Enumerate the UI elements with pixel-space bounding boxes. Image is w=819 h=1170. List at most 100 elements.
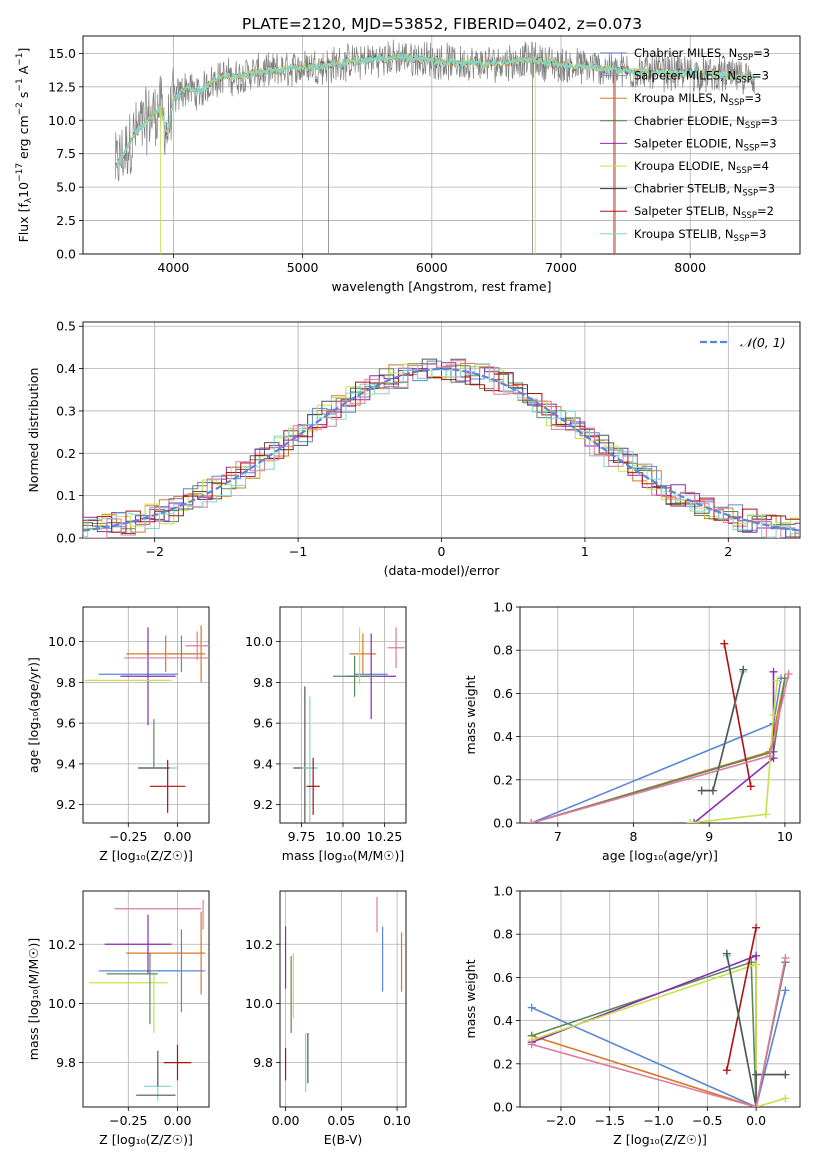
y-tick-label: 10.0 <box>48 113 76 128</box>
y-tick-label: 0.3 <box>56 403 76 418</box>
x-axis-label: Z [log₁₀(Z/Z☉)] <box>99 1132 193 1147</box>
histogram-step-pink <box>83 360 800 538</box>
legend: Chabrier MILES, NSSP=3 Salpeter MILES, NS… <box>600 46 778 244</box>
y-tick-label: 9.2 <box>56 797 76 812</box>
x-tick-label: 7000 <box>545 260 577 275</box>
grid <box>280 607 406 823</box>
y-tick-label: 0.2 <box>56 446 76 461</box>
axes-frame <box>519 606 801 824</box>
x-tick-label: 0.00 <box>272 1113 300 1128</box>
weight-marker <box>527 819 536 823</box>
legend-entry: Chabrier STELIB, NSSP=3 <box>634 182 775 199</box>
weight-marker <box>720 639 729 648</box>
x-tick-label: 2 <box>724 544 732 559</box>
model-spectrum-line-cyan <box>115 53 755 169</box>
y-tick-label: 0.4 <box>493 1013 513 1028</box>
figure-title: PLATE=2120, MJD=53852, FIBERID=0402, z=0… <box>242 15 642 33</box>
axes-frame <box>519 890 801 1108</box>
grid <box>83 891 209 1107</box>
panel-age_vs_Z: −0.25 0.00 9.2 9.4 9.6 9.8 10.0 Z [log₁₀(Z/Z☉)]… <box>26 606 210 863</box>
x-axis-label: (data-model)/error <box>384 563 501 578</box>
y-tick-label: 0.2 <box>493 1056 513 1071</box>
legend-entry: Chabrier ELODIE, NSSP=3 <box>634 114 778 131</box>
axes-frame <box>279 890 407 1108</box>
weight-marker <box>784 669 793 678</box>
x-tick-label: 10.25 <box>367 829 403 844</box>
histogram-step-orange <box>83 362 800 538</box>
error-bar-point <box>157 929 206 1013</box>
x-tick-label: −1.5 <box>595 1113 625 1128</box>
histogram-step-green <box>83 363 800 538</box>
y-tick-label: 1.0 <box>493 600 513 615</box>
x-tick-label: 8 <box>630 829 638 844</box>
weight-line-lime <box>531 963 786 1107</box>
x-tick-label: −0.5 <box>692 1113 722 1128</box>
weight-marker <box>690 819 699 823</box>
panel-mass_vs_Z: −0.25 0.00 9.8 10.0 10.2 Z [log₁₀(Z/Z☉)] mass … <box>26 890 210 1147</box>
weight-marker <box>697 786 706 795</box>
x-tick-label: 0.00 <box>164 1113 192 1128</box>
weight-marker <box>527 1003 536 1012</box>
panel-weight_vs_age: 7 8 9 10 0.0 0.2 0.4 0.6 0.8 1.0 age [log₁₀(age/yr… <box>463 600 801 863</box>
weight-marker <box>752 923 761 932</box>
x-axis-label: mass [log₁₀(M/M☉)] <box>282 848 404 863</box>
weight-marker <box>708 786 717 795</box>
x-tick-label: −0.25 <box>109 1113 147 1128</box>
y-tick-label: 0.4 <box>56 361 76 376</box>
x-tick-label: −1 <box>289 544 307 559</box>
weight-marker <box>752 960 761 969</box>
axes-frame <box>82 321 801 539</box>
axes-frame <box>82 35 801 255</box>
x-tick-label: 0.05 <box>327 1113 355 1128</box>
weight-marker <box>781 1070 790 1079</box>
y-tick-label: 9.6 <box>56 716 76 731</box>
x-tick-label: −1.0 <box>643 1113 673 1128</box>
error-bar-point <box>349 633 377 675</box>
histogram-step-cyan <box>83 363 800 538</box>
panel-spectrum: 4000 5000 6000 7000 8000 0.0 2.5 5.0 7.5 10.0 12.5… <box>15 35 801 294</box>
y-tick-label: 5.0 <box>56 180 76 195</box>
error-bar-point <box>149 759 186 813</box>
grid <box>280 891 406 1107</box>
weight-marker <box>746 782 755 791</box>
x-tick-label: 10.00 <box>325 829 361 844</box>
y-tick-label: 10.0 <box>48 996 76 1011</box>
x-axis-label: Z [log₁₀(Z/Z☉)] <box>613 1132 707 1147</box>
y-tick-label: 0.0 <box>56 247 76 262</box>
weight-line-grey <box>701 669 744 792</box>
y-tick-label: 0.5 <box>56 319 76 334</box>
plot-area <box>293 627 405 823</box>
legend-entry: Chabrier MILES, NSSP=3 <box>634 46 770 63</box>
y-tick-label: 0.0 <box>493 816 513 831</box>
y-tick-label: 0.4 <box>493 729 513 744</box>
x-tick-label: 0.0 <box>746 1113 766 1128</box>
weight-line-green <box>531 678 786 823</box>
weight-marker <box>781 953 790 962</box>
x-axis-label: wavelength [Angstrom, rest frame] <box>331 279 551 294</box>
x-tick-label: 9.75 <box>288 829 316 844</box>
y-axis-label: mass weight <box>463 959 478 1038</box>
y-tick-label: 9.8 <box>56 675 76 690</box>
normal-curve <box>83 367 800 532</box>
y-tick-label: 9.8 <box>253 1055 273 1070</box>
axes-frame <box>82 606 210 824</box>
weight-marker <box>752 951 761 960</box>
x-tick-label: 7 <box>554 829 562 844</box>
weight-marker <box>722 949 731 958</box>
error-bar-point <box>126 635 206 673</box>
error-bar-point <box>185 631 209 660</box>
plot-area <box>114 39 755 254</box>
weight-line-grey <box>726 953 786 1107</box>
weight-line-lime <box>690 680 779 823</box>
weight-marker <box>761 810 770 819</box>
plot-area <box>527 923 790 1107</box>
y-tick-label: 9.8 <box>56 1055 76 1070</box>
legend-entry: Kroupa MILES, NSSP=3 <box>634 91 761 108</box>
weight-marker <box>781 986 790 995</box>
x-tick-label: 8000 <box>674 260 706 275</box>
weight-marker <box>781 1094 790 1103</box>
y-tick-label: 10.2 <box>245 937 273 952</box>
x-tick-label: 0.10 <box>383 1113 411 1128</box>
y-tick-label: 0.0 <box>493 1100 513 1115</box>
